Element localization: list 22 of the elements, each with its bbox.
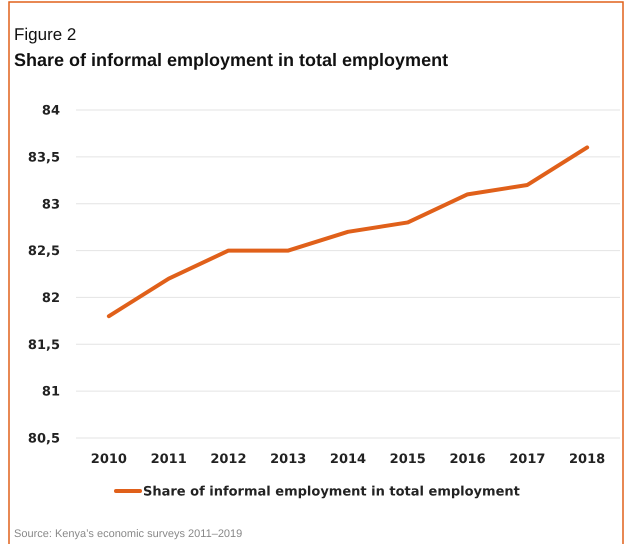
x-tick-label: 2017: [509, 452, 546, 467]
x-tick-label: 2018: [569, 452, 606, 467]
chart-title: Figure 2: [14, 25, 76, 44]
y-tick-label: 82,5: [28, 244, 60, 260]
y-tick-label: 82: [42, 290, 60, 306]
x-tick-label: 2015: [390, 452, 426, 467]
x-tick-label: 2013: [270, 452, 306, 467]
x-tick-label: 2011: [150, 452, 187, 467]
source-note: Source: Kenya’s economic surveys 2011–2019: [14, 528, 242, 540]
x-tick-label: 2016: [449, 452, 486, 467]
y-tick-label: 84: [42, 104, 60, 119]
y-tick-label: 80,5: [28, 432, 60, 447]
x-tick-label: 2010: [90, 452, 127, 467]
line-series: [106, 145, 590, 318]
y-tick-label: 81: [42, 384, 60, 400]
y-tick-label: 83,5: [28, 150, 60, 166]
x-tick-label: 2012: [210, 452, 247, 467]
y-tick-label: 81,5: [28, 338, 60, 353]
chart-subtitle: Share of informal employment in total employment: [14, 50, 448, 70]
x-tick-label: 2014: [330, 452, 366, 467]
legend-label: Share of informal employment in total employment: [143, 484, 520, 500]
y-tick-label: 83: [42, 197, 60, 212]
